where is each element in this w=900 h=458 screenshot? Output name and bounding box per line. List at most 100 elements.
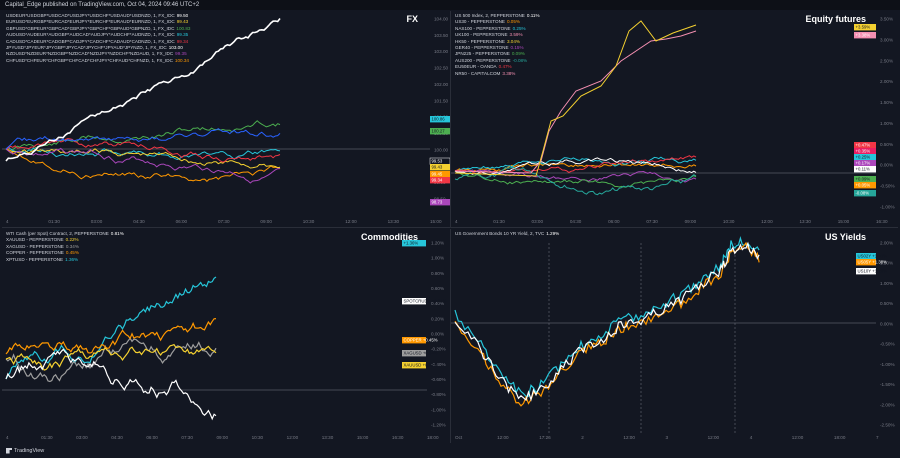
us-yields-chart[interactable]: 2.00% 1.50% 1.00% 0.50% 0.00% -0.50% -1.00% -1.… (451, 229, 898, 443)
price-tag-label: COPPER +0.45% (404, 338, 438, 343)
equity-panel[interactable]: 3.50% 3.00% 2.50% 2.00% 1.50% 1.00% 0.50% 0.00%… (451, 11, 898, 228)
legend-value: 0.81% (110, 231, 124, 236)
equity-series-line (454, 162, 697, 173)
y-tick-label: -1.00% (880, 362, 895, 367)
x-tick-label: 04:30 (133, 219, 145, 224)
fx-panel[interactable]: 104.00103.50103.00102.50102.00101.50101.… (2, 11, 451, 228)
x-tick-label: 7 (876, 435, 879, 440)
legend-value: 0.34% (65, 243, 79, 249)
legend-value: 3.59% (509, 32, 523, 38)
legend-row[interactable]: JPN225 - PEPPERSTONE 0.09% (455, 51, 540, 57)
price-tag (854, 182, 876, 189)
fx-series-line (5, 148, 281, 169)
x-tick-label: 09:00 (217, 435, 229, 440)
legend-row[interactable]: US 500 Index, 2, PEPPERSTONE 0.11% (455, 13, 540, 19)
x-tick-label: 3 (666, 435, 669, 440)
y-tick-label: 0.00% (880, 321, 893, 326)
legend-value: 0.25% (512, 25, 526, 31)
equity-chart[interactable]: 3.50% 3.00% 2.50% 2.00% 1.50% 1.00% 0.50% 0.00%… (451, 11, 898, 227)
y-tick-label: 0.50% (880, 301, 893, 306)
commodities-chart[interactable]: 1.20% 1.00% 0.80% 0.60% 0.40% 0.20% 0.00% -0.20… (2, 229, 450, 443)
commodities-title: Commodities (360, 232, 418, 242)
commodities-panel[interactable]: 1.20% 1.00% 0.80% 0.60% 0.40% 0.20% 0.00% -0.20… (2, 229, 451, 443)
legend-row[interactable]: NZDUSD*NZDEUR*NZDGBP*NZDCAD*NZDJPY*NZDCH… (6, 51, 190, 57)
y-tick-label: 1.20% (431, 241, 444, 246)
legend-value: 1.29% (546, 231, 560, 236)
x-tick-label: 4 (750, 435, 753, 440)
tradingview-logo-icon (6, 447, 12, 454)
legend-row[interactable]: CHFUSD*CHFEUR*CHFGBP*CHFCAD*CHFJPY*CHFAU… (6, 58, 190, 64)
price-tag (402, 298, 426, 305)
legend-value: 99.35 (175, 51, 187, 57)
legend-row[interactable]: AUDUSD*AUDEUR*AUDGBP*AUDCAD*AUDJPY*AUDCH… (6, 32, 190, 38)
y-tick-label: -0.40% (431, 362, 446, 367)
legend-value: 1.36% (65, 256, 79, 262)
y-tick-label: -1.00% (880, 205, 895, 210)
legend-label: US Government Bonds 10 YR Yield, 2, TVC (455, 231, 545, 236)
commodities-series-line (5, 276, 217, 380)
x-tick-label: 17:26 (539, 435, 551, 440)
legend-row[interactable]: AUS200 - PEPPERSTONE -0.08% (455, 58, 540, 64)
legend-label: US30 - PEPPERSTONE (455, 19, 505, 25)
legend-value: 0.05% (506, 19, 520, 25)
legend-row[interactable]: USDEUR*USDGBP*USDCAD*USDJPY*USDCHF*USDAU… (6, 13, 190, 19)
legend-label: NZDUSD*NZDEUR*NZDGBP*NZDCAD*NZDJPY*NZDCH… (6, 51, 174, 57)
commodities-legend: WTI Cash (per Spot) Contract, 2, PEPPERS… (6, 231, 124, 263)
x-tick-label: 12:00 (623, 435, 635, 440)
legend-row[interactable]: WTI Cash (per Spot) Contract, 2, PEPPERS… (6, 231, 124, 237)
equity-series-line (454, 30, 697, 174)
y-tick-label: 1.00% (880, 281, 893, 286)
legend-row[interactable]: XPTUSD - PEPPERSTONE 1.36% (6, 257, 124, 263)
price-tag-label: +1.36% (404, 241, 419, 246)
x-tick-label: 12:00 (497, 435, 509, 440)
legend-row[interactable]: HK50 - PEPPERSTONE 3.04% (455, 39, 540, 45)
legend-label: XAUUSD - PEPPERSTONE (6, 237, 64, 243)
fx-chart[interactable]: 104.00103.50103.00102.50102.00101.50101.… (2, 11, 450, 227)
legend-row[interactable]: US Government Bonds 10 YR Yield, 2, TVC 1… (455, 231, 559, 237)
price-tag (856, 259, 876, 266)
legend-row[interactable]: UK100 - PEPPERSTONE 3.59% (455, 32, 540, 38)
legend-row[interactable]: EURUSD*EURGBP*EURCAD*EURJPY*EURCHF*EURAU… (6, 19, 190, 25)
y-tick-label: 0.20% (431, 316, 444, 321)
x-tick-label: 13:30 (322, 435, 334, 440)
price-tag-label: SPOTCRUDE +0.81% (404, 299, 447, 304)
price-tag-label: +0.09% (856, 177, 871, 182)
legend-row[interactable]: GBPUSD*GBPEUR*GBPCAD*GBPJPY*GBPCHF*GBPAU… (6, 26, 190, 32)
price-tag (430, 128, 450, 135)
legend-row[interactable]: US30 - PEPPERSTONE 0.05% (455, 19, 540, 25)
legend-row[interactable]: NAS100 - PEPPERSTONE 0.25% (455, 26, 540, 32)
price-tag (854, 154, 876, 161)
footer: TradingView (0, 444, 900, 458)
x-tick-label: 4 (6, 435, 9, 440)
legend-row[interactable]: COPPER - PEPPERSTONE 0.45% (6, 250, 124, 256)
y-tick-label: -0.80% (431, 392, 446, 397)
price-tag (430, 199, 450, 206)
x-tick-label: 2 (581, 435, 584, 440)
legend-label: UK100 - PEPPERSTONE (455, 32, 508, 38)
legend-row[interactable]: XAUUSD - PEPPERSTONE 0.22% (6, 237, 124, 243)
legend-value: 0.47% (498, 64, 512, 70)
legend-row[interactable]: XAGUSD - PEPPERSTONE 0.34% (6, 244, 124, 250)
us-yields-series-line (454, 241, 760, 407)
fx-series-line (5, 18, 281, 162)
us-yields-panel[interactable]: 2.00% 1.50% 1.00% 0.50% 0.00% -0.50% -1.00% -1.… (451, 229, 898, 443)
y-tick-label: -0.60% (431, 377, 446, 382)
legend-row[interactable]: JPYUSD*JPYEUR*JPYGBP*JPYCAD*JPYCHF*JPYAU… (6, 45, 190, 51)
legend-row[interactable]: NR50 - CAPITALCOM 3.38% (455, 71, 540, 77)
legend-label: JPYUSD*JPYEUR*JPYGBP*JPYCAD*JPYCHF*JPYAU… (6, 45, 167, 51)
price-tag-label: +0.05% (856, 183, 871, 188)
price-tag (856, 253, 876, 260)
legend-label: AUS200 - PEPPERSTONE (455, 57, 511, 63)
legend-value: 0.15% (510, 45, 524, 51)
fx-series-line (5, 147, 281, 184)
publish-header: Capital_Edge published on TradingView.co… (0, 0, 900, 10)
equity-series-line (454, 156, 697, 173)
legend-row[interactable]: CADUSD*CADEUR*CADGBP*CADJPY*CADCHF*CADAU… (6, 39, 190, 45)
price-tag-label: 99.53 (432, 159, 443, 164)
price-tag (430, 171, 450, 178)
legend-row[interactable]: GER40 - PEPPERSTONE 0.15% (455, 45, 540, 51)
y-tick-label: 1.00% (431, 256, 444, 261)
y-tick-label: 3.00% (880, 37, 893, 42)
x-tick-label: 18:00 (427, 435, 439, 440)
legend-row[interactable]: EU50EUR - OANDA 0.47% (455, 64, 540, 70)
